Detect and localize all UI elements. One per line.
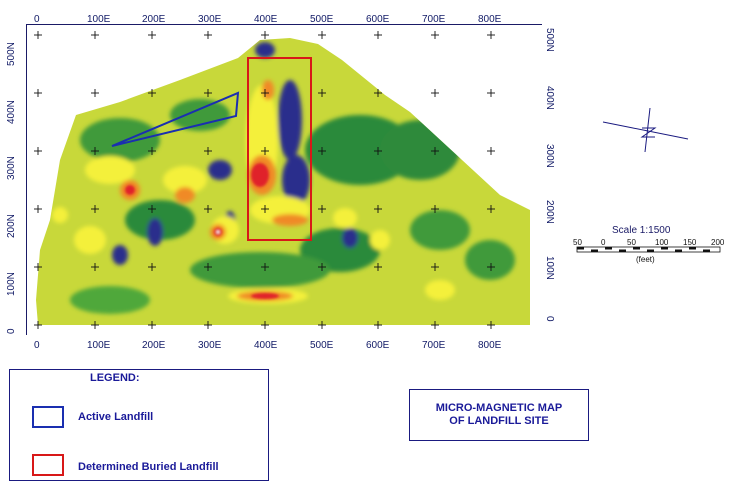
grid-cross [374,31,382,39]
grid-cross [318,89,326,97]
grid-cross [91,321,99,329]
scale-bar [576,246,721,253]
grid-cross [318,147,326,155]
scale-tick-200: 200 [711,238,725,247]
x-tick-top-800e: 800E [478,14,502,25]
grid-cross [431,263,439,271]
grid-cross [431,205,439,213]
grid-cross [148,321,156,329]
x-tick-bottom-100e: 100E [87,340,111,351]
grid-cross [91,89,99,97]
scale-unit: (feet) [636,255,655,264]
grid-cross [318,321,326,329]
grid-cross [204,31,212,39]
grid-cross [34,321,42,329]
grid-cross [374,263,382,271]
x-tick-bottom-400e: 400E [254,340,278,351]
grid-cross [374,147,382,155]
grid-cross [487,321,495,329]
x-tick-top-300e: 300E [198,14,222,25]
grid-cross [431,147,439,155]
map-title: MICRO-MAGNETIC MAP OF LANDFILL SITE [409,389,589,441]
grid-cross [431,31,439,39]
grid-cross [34,205,42,213]
grid-cross [148,89,156,97]
legend-title: LEGEND: [90,372,140,384]
grid-cross [34,31,42,39]
grid-cross [204,263,212,271]
grid-cross [34,263,42,271]
grid-cross [431,89,439,97]
x-tick-top-200e: 200E [142,14,166,25]
grid-cross [487,263,495,271]
grid-cross [34,147,42,155]
map-frame [26,24,542,335]
legend-label-buried: Determined Buried Landfill [78,461,219,473]
scale-tick-50-left: 50 [573,238,582,247]
grid-cross [374,321,382,329]
x-tick-bottom-0: 0 [34,340,40,351]
buried-landfill-outline [247,57,312,241]
grid-cross [374,89,382,97]
magnetic-peaks [125,163,279,299]
grid-cross [204,147,212,155]
grid-cross [261,321,269,329]
grid-cross [431,321,439,329]
scale-tick-100: 100 [655,238,669,247]
grid-cross [318,205,326,213]
x-tick-top-600e: 600E [366,14,390,25]
grid-cross [487,147,495,155]
grid-cross [261,31,269,39]
scale-tick-0: 0 [601,238,606,247]
x-tick-top-700e: 700E [422,14,446,25]
survey-area [36,38,530,325]
x-tick-bottom-600e: 600E [366,340,390,351]
grid-cross [261,147,269,155]
x-tick-bottom-300e: 300E [198,340,222,351]
north-arrow-icon [602,107,689,153]
x-tick-top-0: 0 [34,14,40,25]
scale-tick-150: 150 [683,238,697,247]
grid-cross [487,89,495,97]
legend-swatch-active [32,406,64,428]
grid-cross [487,205,495,213]
grid-cross [91,147,99,155]
grid-cross [91,31,99,39]
x-tick-bottom-800e: 800E [478,340,502,351]
legend-label-active: Active Landfill [78,411,154,423]
grid-crosses [34,31,495,329]
grid-cross [91,205,99,213]
title-line-2: OF LANDFILL SITE [449,415,549,427]
grid-cross [204,89,212,97]
grid-cross [148,263,156,271]
grid-cross [261,89,269,97]
grid-cross [148,205,156,213]
x-tick-top-500e: 500E [310,14,334,25]
grid-cross [261,205,269,213]
grid-cross [91,263,99,271]
title-line-1: MICRO-MAGNETIC MAP [435,402,563,414]
grid-cross [374,205,382,213]
grid-cross [318,31,326,39]
x-tick-bottom-500e: 500E [310,340,334,351]
grid-cross [34,89,42,97]
grid-cross [148,31,156,39]
scale-tick-50: 50 [627,238,636,247]
scale-title: Scale 1:1500 [612,225,671,236]
grid-cross [318,263,326,271]
grid-cross [148,147,156,155]
active-landfill-outline [111,91,240,147]
x-tick-top-400e: 400E [254,14,278,25]
x-tick-bottom-200e: 200E [142,340,166,351]
x-tick-bottom-700e: 700E [422,340,446,351]
legend: LEGEND: Active Landfill Determined Burie… [9,369,269,481]
x-tick-top-100e: 100E [87,14,111,25]
grid-cross [204,205,212,213]
legend-swatch-buried [32,454,64,476]
grid-cross [487,31,495,39]
grid-cross [204,321,212,329]
grid-cross [261,263,269,271]
